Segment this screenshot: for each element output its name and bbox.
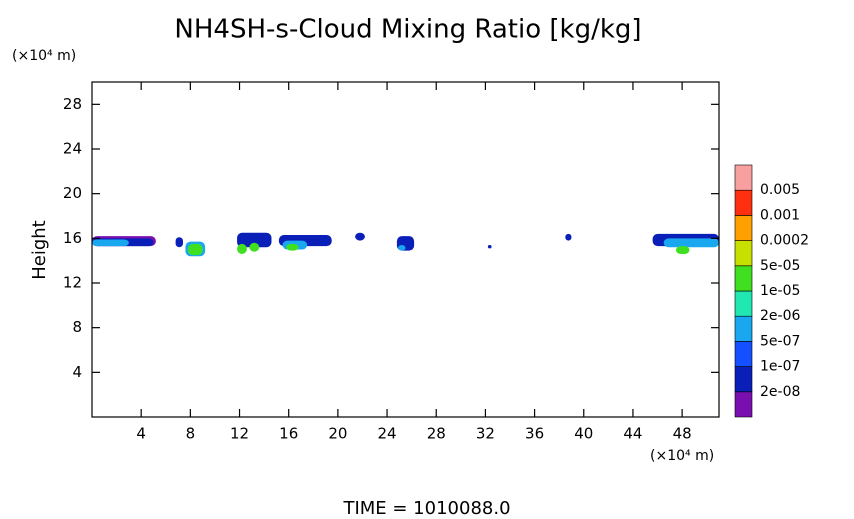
x-tick-label: 8 [186, 425, 196, 443]
cloud-region [237, 232, 272, 248]
cloud-region [487, 245, 492, 249]
plot-area [92, 232, 719, 257]
x-unit: (×10⁴ m) [650, 448, 714, 464]
cloud-region [175, 237, 183, 248]
colorbar-swatch [734, 341, 753, 367]
x-tick-label: 44 [623, 425, 642, 443]
y-tick-label: 28 [63, 95, 82, 113]
cloud-region [249, 242, 260, 252]
colorbar-label: 0.001 [760, 207, 800, 223]
cloud-region [355, 232, 365, 241]
y-tick-label: 24 [63, 140, 82, 158]
colorbar-label: 1e-05 [760, 283, 800, 299]
colorbar-swatch [734, 215, 753, 241]
colorbar-label: 5e-05 [760, 258, 800, 274]
x-tick-label: 28 [427, 425, 446, 443]
colorbar-swatch [734, 164, 753, 191]
cloud-region [237, 243, 247, 254]
cloud-region [187, 243, 203, 256]
x-tick-label: 24 [378, 425, 397, 443]
colorbar-label: 1e-07 [760, 359, 800, 375]
y-tick-label: 4 [72, 363, 82, 381]
colorbar-swatch [734, 315, 753, 342]
y-tick-label: 8 [72, 318, 82, 336]
frame [91, 81, 720, 418]
y-unit: (×10⁴ m) [12, 48, 76, 64]
y-tick-label: 16 [63, 229, 82, 247]
colorbar-swatch [734, 189, 753, 216]
x-tick-label: 40 [574, 425, 593, 443]
colorbar-swatch [734, 366, 753, 393]
x-tick-label: 12 [230, 425, 249, 443]
x-tick-label: 36 [525, 425, 544, 443]
colorbar-label: 2e-06 [760, 308, 800, 324]
colorbar-swatch [734, 391, 753, 418]
x-tick-label: 32 [476, 425, 495, 443]
cloud-region [398, 245, 406, 251]
colorbar-swatch [734, 290, 753, 317]
colorbar-swatch [734, 240, 753, 267]
footer: TIME = 1010088.0 [342, 498, 510, 519]
cloud-region [286, 243, 299, 251]
x-tick-label: 16 [279, 425, 298, 443]
x-tick-label: 4 [136, 425, 146, 443]
colorbar-label: 5e-07 [760, 333, 800, 349]
colorbar-label: 2e-08 [760, 384, 800, 400]
x-tick-label: 48 [673, 425, 692, 443]
chart-title: NH4SH-s-Cloud Mixing Ratio [kg/kg] [174, 15, 641, 45]
x-tick-label: 20 [328, 425, 347, 443]
cloud-region [675, 246, 690, 254]
y-tick-label: 20 [63, 184, 82, 202]
y-axis-label: Height [29, 220, 50, 280]
cloud-region [663, 238, 719, 248]
cloud-region [565, 233, 572, 241]
colorbar-swatch [734, 265, 753, 292]
colorbar-label: 0.0002 [760, 233, 809, 249]
cloud-region [92, 239, 129, 247]
colorbar-label: 0.005 [760, 182, 800, 198]
y-tick-label: 12 [63, 274, 82, 292]
